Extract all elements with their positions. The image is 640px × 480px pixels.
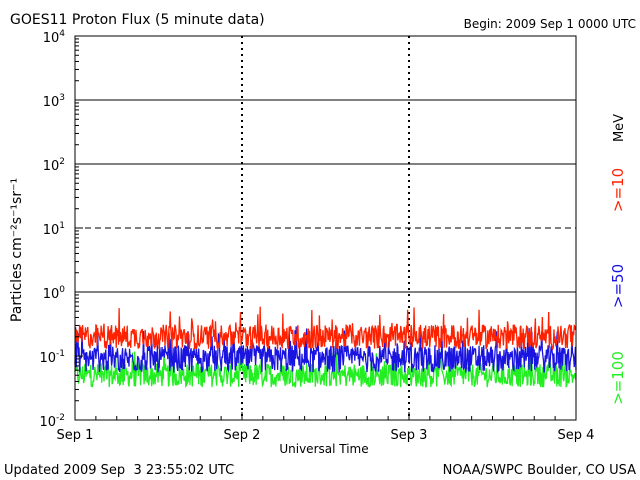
x-tick-label: Sep 3 [391,428,428,443]
x-tick-label: Sep 2 [224,428,261,443]
y-axis-label: Particles cm⁻²s⁻¹sr⁻¹ [9,178,25,322]
legend-entry: >=50 [609,264,627,308]
axes: 10-2 10-1 100 101 102 103 104 Sep 1 Sep 2 Sep 3 Se… [39,29,594,443]
y-tick-label: 103 [43,93,65,110]
legend-entry: >=10 [609,168,627,212]
x-tick-label: Sep 1 [57,428,94,443]
updated-timestamp: Updated 2009 Sep 3 23:55:02 UTC [4,463,234,478]
y-tick-label: 10-2 [39,413,65,430]
y-tick-label: 101 [43,221,65,238]
source-credit: NOAA/SWPC Boulder, CO USA [443,463,636,478]
energy-unit-label: MeV [612,114,627,142]
begin-time: Begin: 2009 Sep 1 0000 UTC [464,17,636,31]
y-tick-label: 10-1 [39,349,65,366]
series-line [74,306,577,351]
x-axis-label: Universal Time [279,442,368,456]
flux-series [74,306,577,389]
legend-entry: >=100 [609,351,627,405]
legend: MeV >=10 >=50 >=100 [609,114,627,405]
y-tick-label: 100 [43,285,66,302]
y-tick-label: 102 [43,157,65,174]
chart-title: GOES11 Proton Flux (5 minute data) [10,12,265,28]
series-line [74,326,577,374]
x-tick-label: Sep 4 [558,428,595,443]
y-tick-label: 104 [43,29,66,46]
